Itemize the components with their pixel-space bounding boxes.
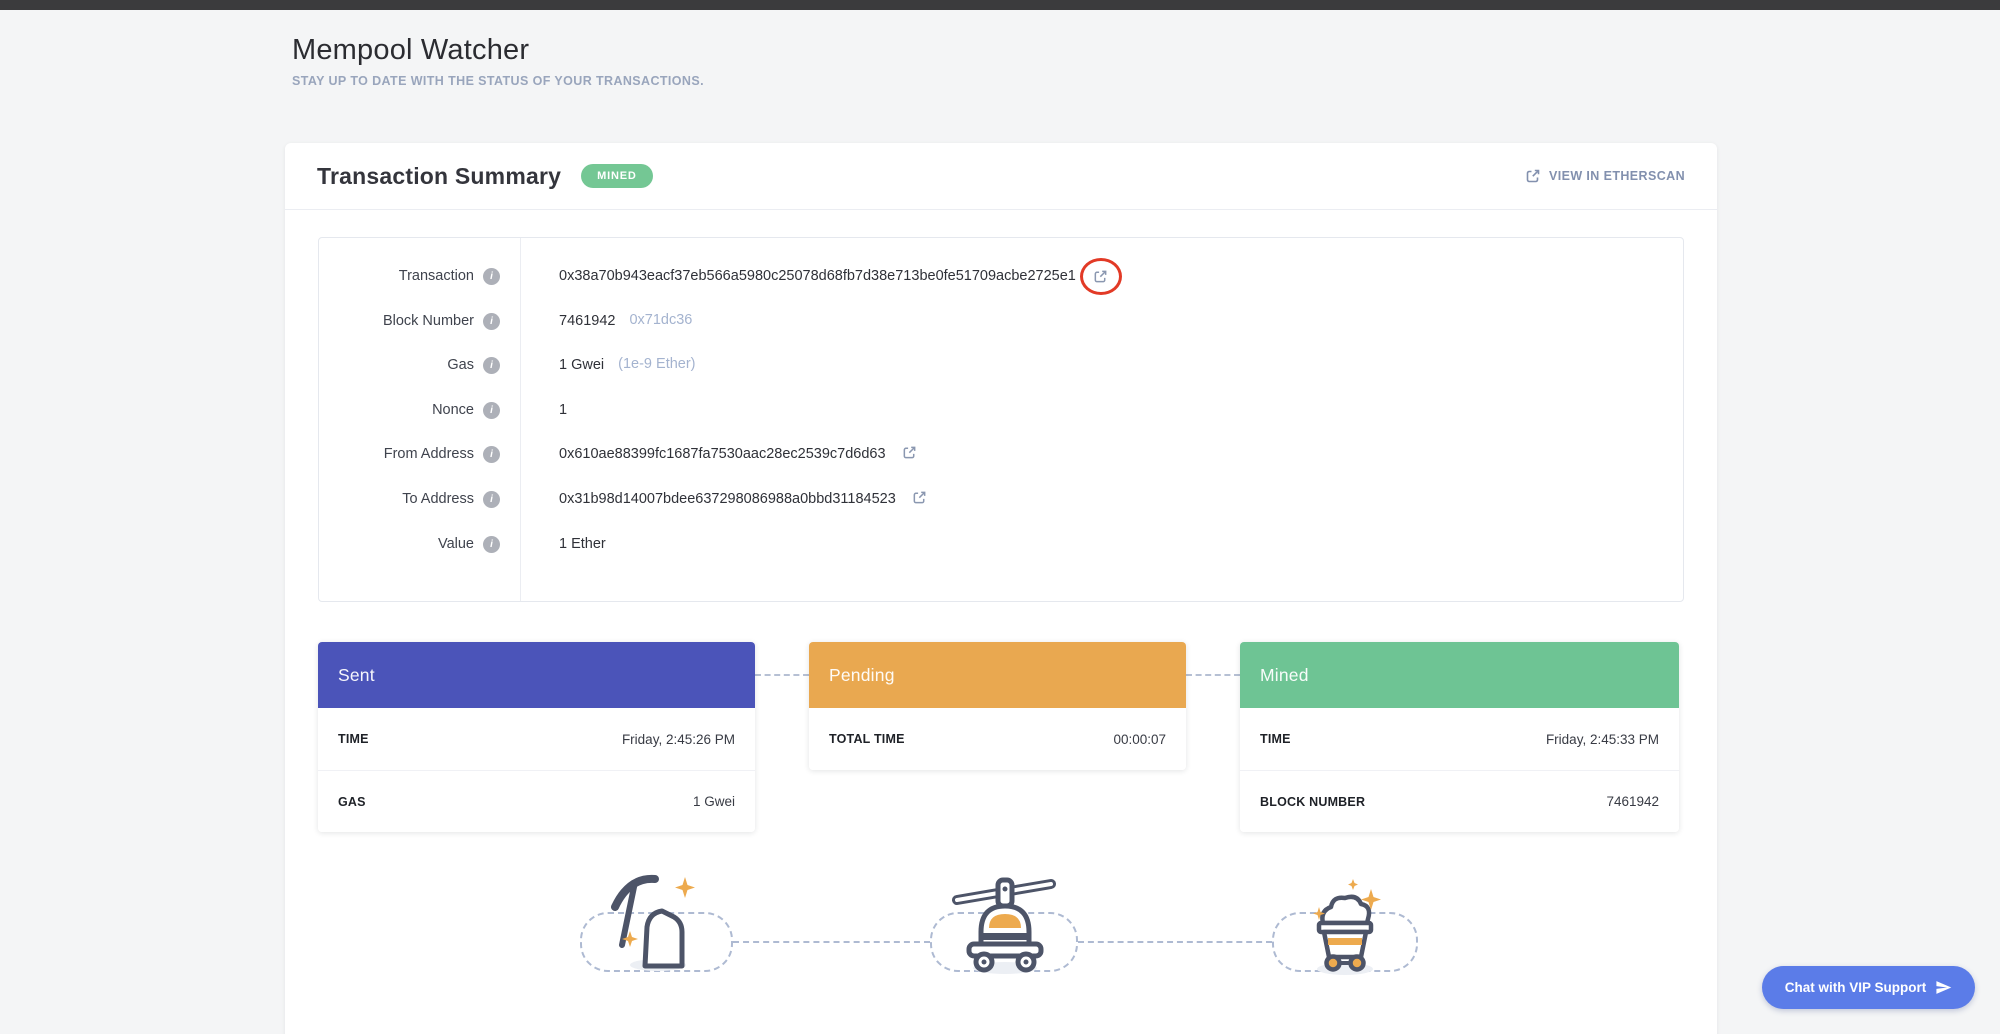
- detail-value-block-number: 7461942 0x71dc36: [559, 311, 693, 329]
- card-header: Transaction Summary MINED VIEW IN ETHERS…: [285, 143, 1717, 210]
- illustration-connector: [733, 941, 930, 943]
- stage-row: GAS 1 Gwei: [318, 770, 755, 832]
- stage-header-pending: Pending: [809, 642, 1186, 708]
- info-icon[interactable]: i: [483, 446, 500, 464]
- info-icon[interactable]: i: [483, 357, 500, 375]
- stage-connector: [1186, 674, 1240, 676]
- info-icon[interactable]: i: [483, 312, 500, 330]
- stage-header-mined: Mined: [1240, 642, 1679, 708]
- detail-value-value: 1 Ether: [559, 535, 606, 552]
- stage-row: TIME Friday, 2:45:33 PM: [1240, 708, 1679, 770]
- transaction-hash: 0x38a70b943eacf37eb566a5980c25078d68fb7d…: [559, 268, 1076, 284]
- mine-cart-icon: [1313, 879, 1381, 975]
- chat-support-button[interactable]: Chat with VIP Support: [1762, 966, 1975, 1009]
- detail-label-block-number: Block Number i: [319, 312, 520, 357]
- external-link-icon[interactable]: [902, 445, 917, 460]
- view-in-etherscan-link[interactable]: VIEW IN ETHERSCAN: [1525, 168, 1685, 184]
- detail-value-transaction: 0x38a70b943eacf37eb566a5980c25078d68fb7d…: [559, 258, 1683, 312]
- detail-label-transaction: Transaction i: [319, 267, 520, 312]
- detail-label-value: Value i: [319, 535, 520, 580]
- transaction-details-panel: Transaction i Block Number i Gas i Nonce…: [318, 237, 1684, 602]
- detail-value-nonce: 1: [559, 401, 568, 418]
- page-title: Mempool Watcher: [292, 34, 530, 66]
- stage-connector: [755, 674, 809, 676]
- detail-value-to-address: 0x31b98d14007bdee637298086988a0bbd311845…: [559, 490, 1683, 535]
- gas-ether-equivalent: (1e-9 Ether): [618, 356, 696, 373]
- stage-card-mined: Mined TIME Friday, 2:45:33 PM BLOCK NUMB…: [1240, 642, 1679, 832]
- chat-button-label: Chat with VIP Support: [1784, 980, 1927, 995]
- info-icon[interactable]: i: [483, 401, 500, 419]
- stage-header-sent: Sent: [318, 642, 755, 708]
- detail-label-nonce: Nonce i: [319, 401, 520, 446]
- status-badge: MINED: [581, 164, 653, 188]
- detail-label-to-address: To Address i: [319, 490, 520, 535]
- illustration-connector: [1078, 941, 1272, 943]
- stage-row: TIME Friday, 2:45:26 PM: [318, 708, 755, 770]
- transaction-summary-card: Transaction Summary MINED VIEW IN ETHERS…: [285, 143, 1717, 1034]
- top-bar: [0, 0, 2000, 10]
- detail-label-from-address: From Address i: [319, 445, 520, 490]
- block-number-hex: 0x71dc36: [629, 311, 693, 328]
- from-address: 0x610ae88399fc1687fa7530aac28ec2539c7d6d…: [559, 446, 886, 463]
- detail-label-gas: Gas i: [319, 356, 520, 401]
- details-values-column: 0x38a70b943eacf37eb566a5980c25078d68fb7d…: [521, 238, 1683, 601]
- info-icon[interactable]: i: [483, 490, 500, 508]
- transaction-stages: Sent TIME Friday, 2:45:26 PM GAS 1 Gwei …: [318, 642, 1684, 832]
- stage-card-pending: Pending TOTAL TIME 00:00:07: [809, 642, 1186, 770]
- page-header: Mempool Watcher STAY UP TO DATE WITH THE…: [292, 34, 704, 88]
- detail-value-from-address: 0x610ae88399fc1687fa7530aac28ec2539c7d6d…: [559, 445, 1683, 490]
- card-title: Transaction Summary: [317, 162, 562, 189]
- bell-trolley-icon: [952, 877, 1056, 974]
- annotation-highlight-ring: [1079, 258, 1122, 295]
- paper-plane-icon: [1936, 981, 1952, 994]
- info-icon[interactable]: i: [483, 268, 500, 285]
- stage-card-sent: Sent TIME Friday, 2:45:26 PM GAS 1 Gwei: [318, 642, 755, 832]
- stage-row: BLOCK NUMBER 7461942: [1240, 770, 1679, 832]
- external-link-icon[interactable]: [1093, 269, 1108, 284]
- details-labels-column: Transaction i Block Number i Gas i Nonce…: [319, 238, 521, 601]
- info-icon[interactable]: i: [483, 535, 500, 553]
- external-link-icon: [1526, 169, 1540, 183]
- detail-value-gas: 1 Gwei (1e-9 Ether): [559, 356, 696, 374]
- page-subtitle: STAY UP TO DATE WITH THE STATUS OF YOUR …: [292, 74, 704, 88]
- etherscan-link-label: VIEW IN ETHERSCAN: [1549, 169, 1685, 183]
- pickaxe-rock-icon: [611, 874, 695, 971]
- external-link-icon[interactable]: [912, 490, 927, 505]
- stage-row: TOTAL TIME 00:00:07: [809, 708, 1186, 770]
- to-address: 0x31b98d14007bdee637298086988a0bbd311845…: [559, 490, 896, 507]
